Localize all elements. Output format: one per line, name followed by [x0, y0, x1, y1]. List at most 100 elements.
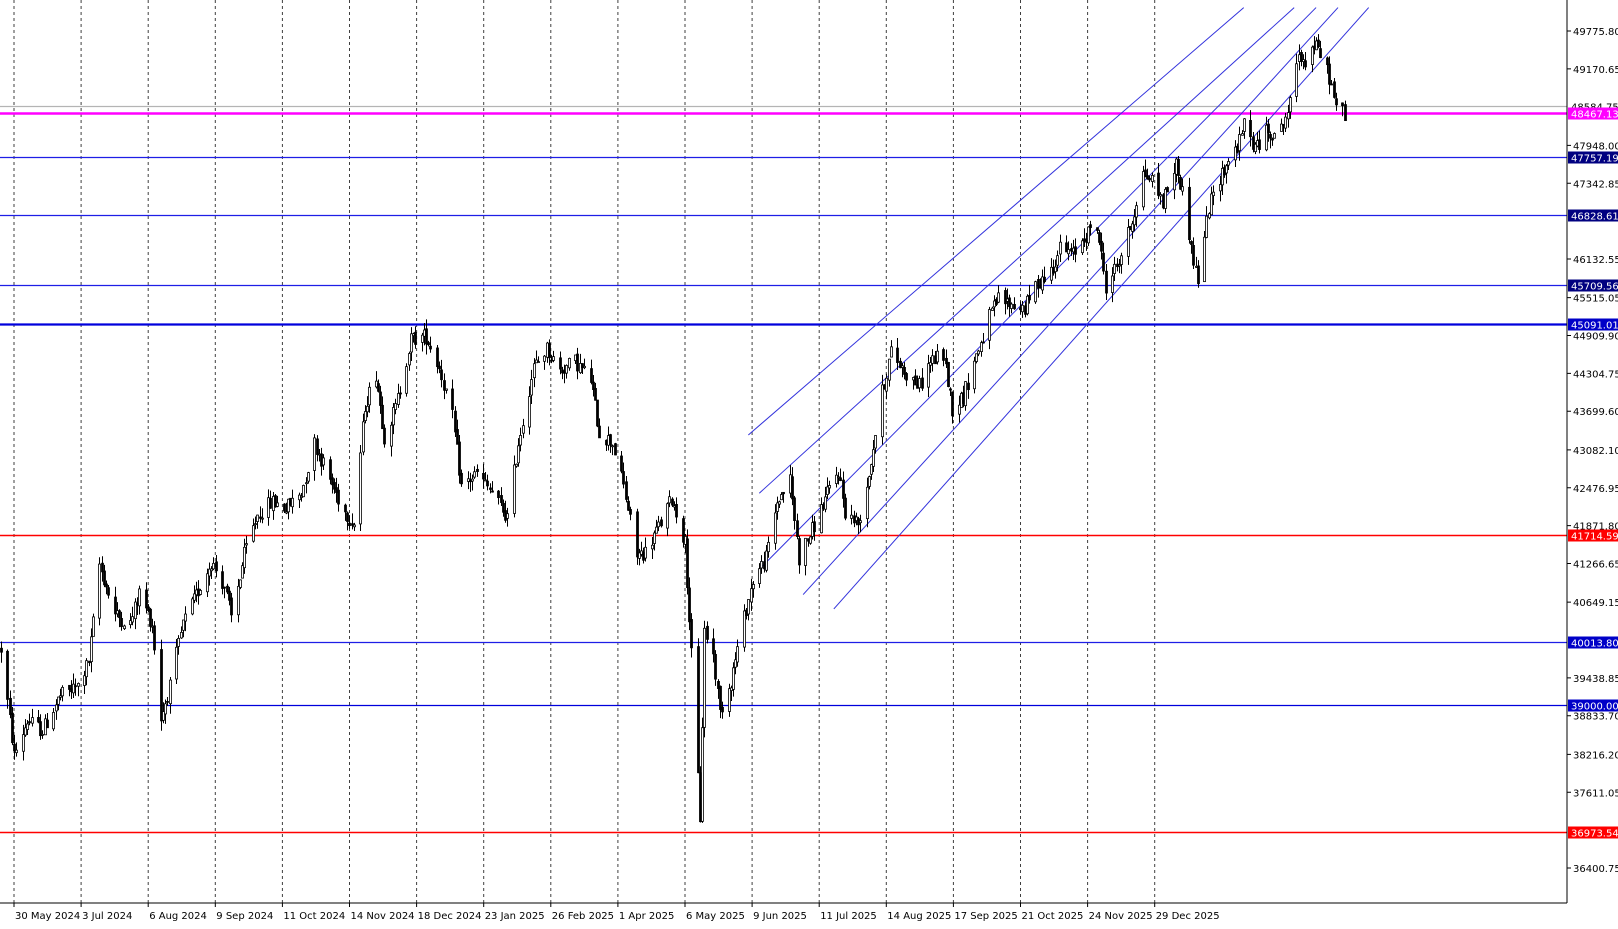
candle-body-351: [1081, 240, 1084, 254]
candle-body-228: [701, 727, 704, 822]
level-tag-label-7: 40013.80: [1571, 639, 1618, 650]
candle-body-275: [844, 497, 847, 519]
candle-body-394: [1210, 193, 1213, 216]
candle-10: [31, 708, 34, 727]
candle-body-178: [548, 343, 551, 359]
candle-412: [1267, 118, 1270, 142]
candle-250: [767, 536, 770, 558]
candle-119: [366, 396, 369, 418]
candle-308: [947, 361, 950, 388]
candle-400: [1227, 158, 1230, 171]
candle-275: [844, 493, 847, 521]
candle-404: [1241, 130, 1244, 136]
candle-132: [408, 351, 411, 371]
candle-59: [182, 619, 185, 638]
candle-426: [1311, 45, 1314, 73]
candle-body-129: [397, 393, 400, 405]
x-tick-label-7: 23 Jan 2025: [485, 911, 545, 922]
candle-381: [1173, 162, 1176, 200]
candle-89: [274, 493, 277, 508]
candle-192: [592, 374, 595, 397]
candle-410: [1258, 130, 1261, 154]
candle-body-99: [305, 482, 308, 485]
price-axis[interactable]: 49775.80 49170.65 47948.00 47342.85 46132.55…: [1566, 0, 1618, 903]
candle-365: [1120, 252, 1123, 274]
candle-body-232: [714, 653, 717, 680]
candle-body-165: [506, 513, 509, 519]
x-tick-label-8: 26 Feb 2025: [552, 911, 614, 922]
candle-body-122: [377, 383, 380, 392]
candle-body-128: [394, 403, 397, 410]
time-axis[interactable]: 30 May 2024 3 Jul 2024 6 Aug 2024 9 Sep 202…: [0, 902, 1567, 922]
candle-body-114: [351, 523, 354, 526]
candle-body-435: [1335, 98, 1338, 106]
candle-85: [261, 508, 264, 524]
candle-body-316: [973, 360, 976, 390]
candle-body-310: [951, 391, 954, 417]
candle-body-171: [528, 396, 531, 428]
candle-120: [368, 382, 371, 413]
candle-384: [1179, 174, 1182, 190]
candle-288: [885, 373, 888, 400]
candle-112: [346, 511, 349, 531]
candle-43: [134, 598, 137, 630]
candle-body-311: [958, 404, 961, 415]
candle-body-191: [590, 368, 593, 383]
candle-297: [914, 369, 917, 386]
candle-355: [1089, 220, 1092, 236]
candle-135: [414, 326, 417, 349]
candle-body-5: [15, 749, 18, 754]
y-tick-label-8: 43699.60: [1573, 407, 1618, 418]
candle-body-92: [285, 511, 288, 514]
candle-body-268: [824, 496, 827, 510]
candle-374: [1148, 175, 1151, 183]
candle-341: [1050, 258, 1053, 285]
x-tick-label-11: 9 Jun 2025: [753, 911, 807, 922]
x-tick-label-13: 14 Aug 2025: [887, 911, 951, 922]
candle-270: [828, 480, 831, 494]
candle-body-384: [1179, 176, 1182, 190]
y-tick-label-18: 36400.75: [1573, 864, 1618, 875]
candle-294: [903, 362, 906, 380]
candle-310: [951, 391, 954, 424]
candle-19: [59, 688, 62, 701]
candle-361: [1111, 267, 1114, 303]
candle-205: [629, 506, 632, 521]
candle-110: [337, 483, 340, 512]
candle-376: [1157, 162, 1160, 200]
candle-157: [484, 471, 487, 482]
x-tick-label-12: 11 Jul 2025: [820, 911, 877, 922]
candle-body-255: [782, 491, 785, 495]
candle-body-406: [1249, 120, 1252, 138]
candle-55: [169, 676, 172, 714]
candle-171: [528, 386, 531, 435]
candle-163: [502, 499, 505, 517]
candle-431: [1326, 56, 1329, 74]
candle-429: [1317, 34, 1320, 49]
candle-371: [1142, 165, 1145, 211]
candle-body-117: [362, 421, 365, 453]
candle-body-238: [732, 667, 735, 690]
candle-body-315: [967, 382, 970, 391]
candle-33: [103, 564, 106, 588]
candle-345: [1059, 234, 1062, 262]
candle-body-163: [502, 502, 505, 513]
candle-body-240: [736, 646, 739, 663]
candle-169: [519, 427, 522, 452]
candle-435: [1335, 92, 1338, 111]
candle-body-2: [9, 697, 12, 716]
candle-body-235: [721, 706, 724, 713]
level-tag-5: [1568, 318, 1618, 331]
candle-175: [537, 356, 540, 363]
candle-body-167: [515, 463, 518, 467]
candle-377: [1159, 192, 1162, 205]
candle-body-198: [609, 434, 612, 446]
candle-body-403: [1238, 134, 1241, 152]
candle-body-144: [443, 380, 446, 391]
candle-body-273: [839, 477, 842, 481]
candle-body-436: [1341, 102, 1344, 107]
y-tick-label-11: 41871.80: [1573, 522, 1618, 533]
candle-133: [410, 327, 413, 361]
